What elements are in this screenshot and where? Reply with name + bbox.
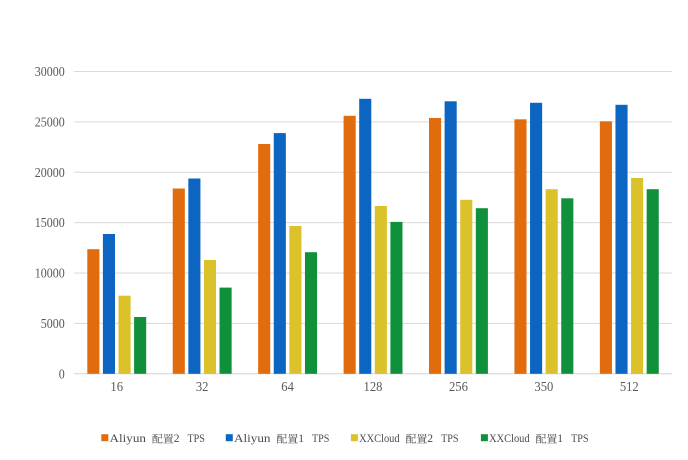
svg-text:1: 1 — [557, 432, 563, 445]
svg-text:64: 64 — [281, 379, 294, 394]
svg-text:2: 2 — [427, 432, 433, 445]
svg-text:5000: 5000 — [41, 316, 65, 331]
svg-text:TPS: TPS — [188, 432, 205, 445]
svg-text:Aliyun: Aliyun — [234, 432, 271, 445]
svg-text:0: 0 — [59, 366, 65, 381]
svg-text:128: 128 — [364, 379, 383, 394]
svg-text:350: 350 — [534, 379, 553, 394]
svg-text:10000: 10000 — [35, 266, 65, 281]
svg-text:TPS: TPS — [312, 432, 329, 445]
svg-text:1: 1 — [298, 432, 304, 445]
svg-text:512: 512 — [620, 379, 639, 394]
svg-text:XXCloud: XXCloud — [359, 432, 400, 445]
svg-text:TPS: TPS — [441, 432, 458, 445]
svg-text:16: 16 — [110, 379, 123, 394]
svg-text:Aliyun: Aliyun — [110, 432, 147, 445]
svg-text:TPS: TPS — [571, 432, 588, 445]
svg-text:15000: 15000 — [35, 215, 65, 230]
svg-text:30000: 30000 — [35, 64, 65, 79]
svg-text:25000: 25000 — [35, 114, 65, 129]
svg-text:2: 2 — [174, 432, 180, 445]
svg-text:XXCloud: XXCloud — [489, 432, 530, 445]
svg-text:256: 256 — [449, 379, 468, 394]
svg-text:20000: 20000 — [35, 165, 65, 180]
svg-text:32: 32 — [196, 379, 209, 394]
